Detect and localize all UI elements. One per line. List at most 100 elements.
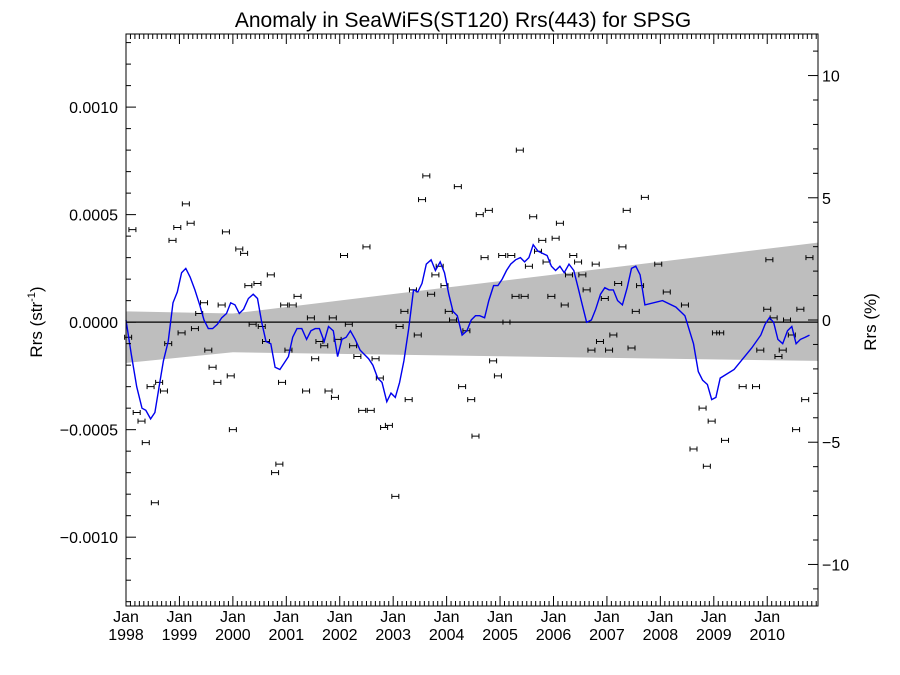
x-tick-label-year: 1999 [162,627,198,644]
data-point [449,317,458,323]
data-point [384,422,393,428]
data-point [538,237,547,243]
error-bar [302,388,311,394]
data-point [587,347,596,353]
data-point [458,384,467,390]
data-point [529,214,538,220]
y-tick-label-left: −0.0010 [60,530,118,547]
error-bar [600,295,609,301]
data-point [498,252,507,258]
data-point [391,493,400,499]
error-bar [275,461,284,467]
data-point [141,440,150,446]
data-point [146,384,155,390]
error-bar [480,255,489,261]
error-bar [662,289,671,295]
error-bar [353,354,362,360]
data-point [578,272,587,278]
error-bar [200,300,209,306]
data-point [404,397,413,403]
data-point [783,317,792,323]
error-bar [582,287,591,293]
error-bar [471,433,480,439]
data-point [765,257,774,263]
error-bar [253,280,262,286]
data-point [801,397,810,403]
data-point [654,261,663,267]
data-point [217,302,226,308]
error-bar [792,427,801,433]
error-bar [763,306,772,312]
error-bar [805,255,814,261]
data-point [622,207,631,213]
axes: Jan1998Jan1999Jan2000Jan2001Jan2002Jan20… [60,33,849,644]
data-point [502,319,511,325]
x-tick-label-month: Jan [113,609,139,626]
data-point [208,364,217,370]
error-bar [547,293,556,299]
data-point [395,323,404,329]
data-point [240,250,249,256]
data-point [489,358,498,364]
data-point [595,339,604,345]
data-point [221,229,230,235]
data-point [774,354,783,360]
error-bar [756,347,765,353]
data-point [288,302,297,308]
x-tick-label-month: Jan [487,609,513,626]
chart-title: Anomaly in SeaWiFS(ST120) Rrs(443) for S… [235,9,691,32]
data-point [547,293,556,299]
y-axis-label-right: Rrs (%) [861,293,880,351]
error-bar [578,272,587,278]
error-bar [680,302,689,308]
error-bar [698,405,707,411]
error-bar [413,332,422,338]
data-point [640,194,649,200]
data-point [340,252,349,258]
data-point [257,323,266,329]
error-bar [190,326,199,332]
x-tick-label-year: 2002 [322,627,358,644]
error-bar [128,227,137,233]
data-point [738,384,747,390]
data-point [371,356,380,362]
error-bar [515,147,524,153]
data-point [302,388,311,394]
data-point [275,461,284,467]
error-bar [266,272,275,278]
data-point [467,397,476,403]
data-point [266,272,275,278]
data-point [591,261,600,267]
data-point [400,308,409,314]
error-bar [137,418,146,424]
x-tick-label-year: 2010 [749,627,785,644]
error-bar [328,315,337,321]
data-point [177,330,186,336]
error-bar [618,244,627,250]
data-point [707,418,716,424]
error-bar [574,259,583,265]
error-bar [208,364,217,370]
error-bar [284,347,293,353]
data-point [271,470,280,476]
error-bar [431,272,440,278]
error-bar [475,212,484,218]
running-mean-line [125,243,810,421]
y-axis-label-left-close: ) [27,286,46,292]
error-bar [564,272,573,278]
data-point [520,293,529,299]
error-bar [738,384,747,390]
data-point [605,347,614,353]
error-bar [248,321,257,327]
data-point [422,173,431,179]
y-tick-label-right: 10 [822,69,840,86]
error-bar [311,356,320,362]
y-tick-label-right: 5 [822,191,831,208]
data-point [614,280,623,286]
error-bar [778,347,787,353]
error-bar [404,397,413,403]
data-point [627,345,636,351]
error-bar [631,308,640,314]
error-bar [362,244,371,250]
data-point [324,388,333,394]
